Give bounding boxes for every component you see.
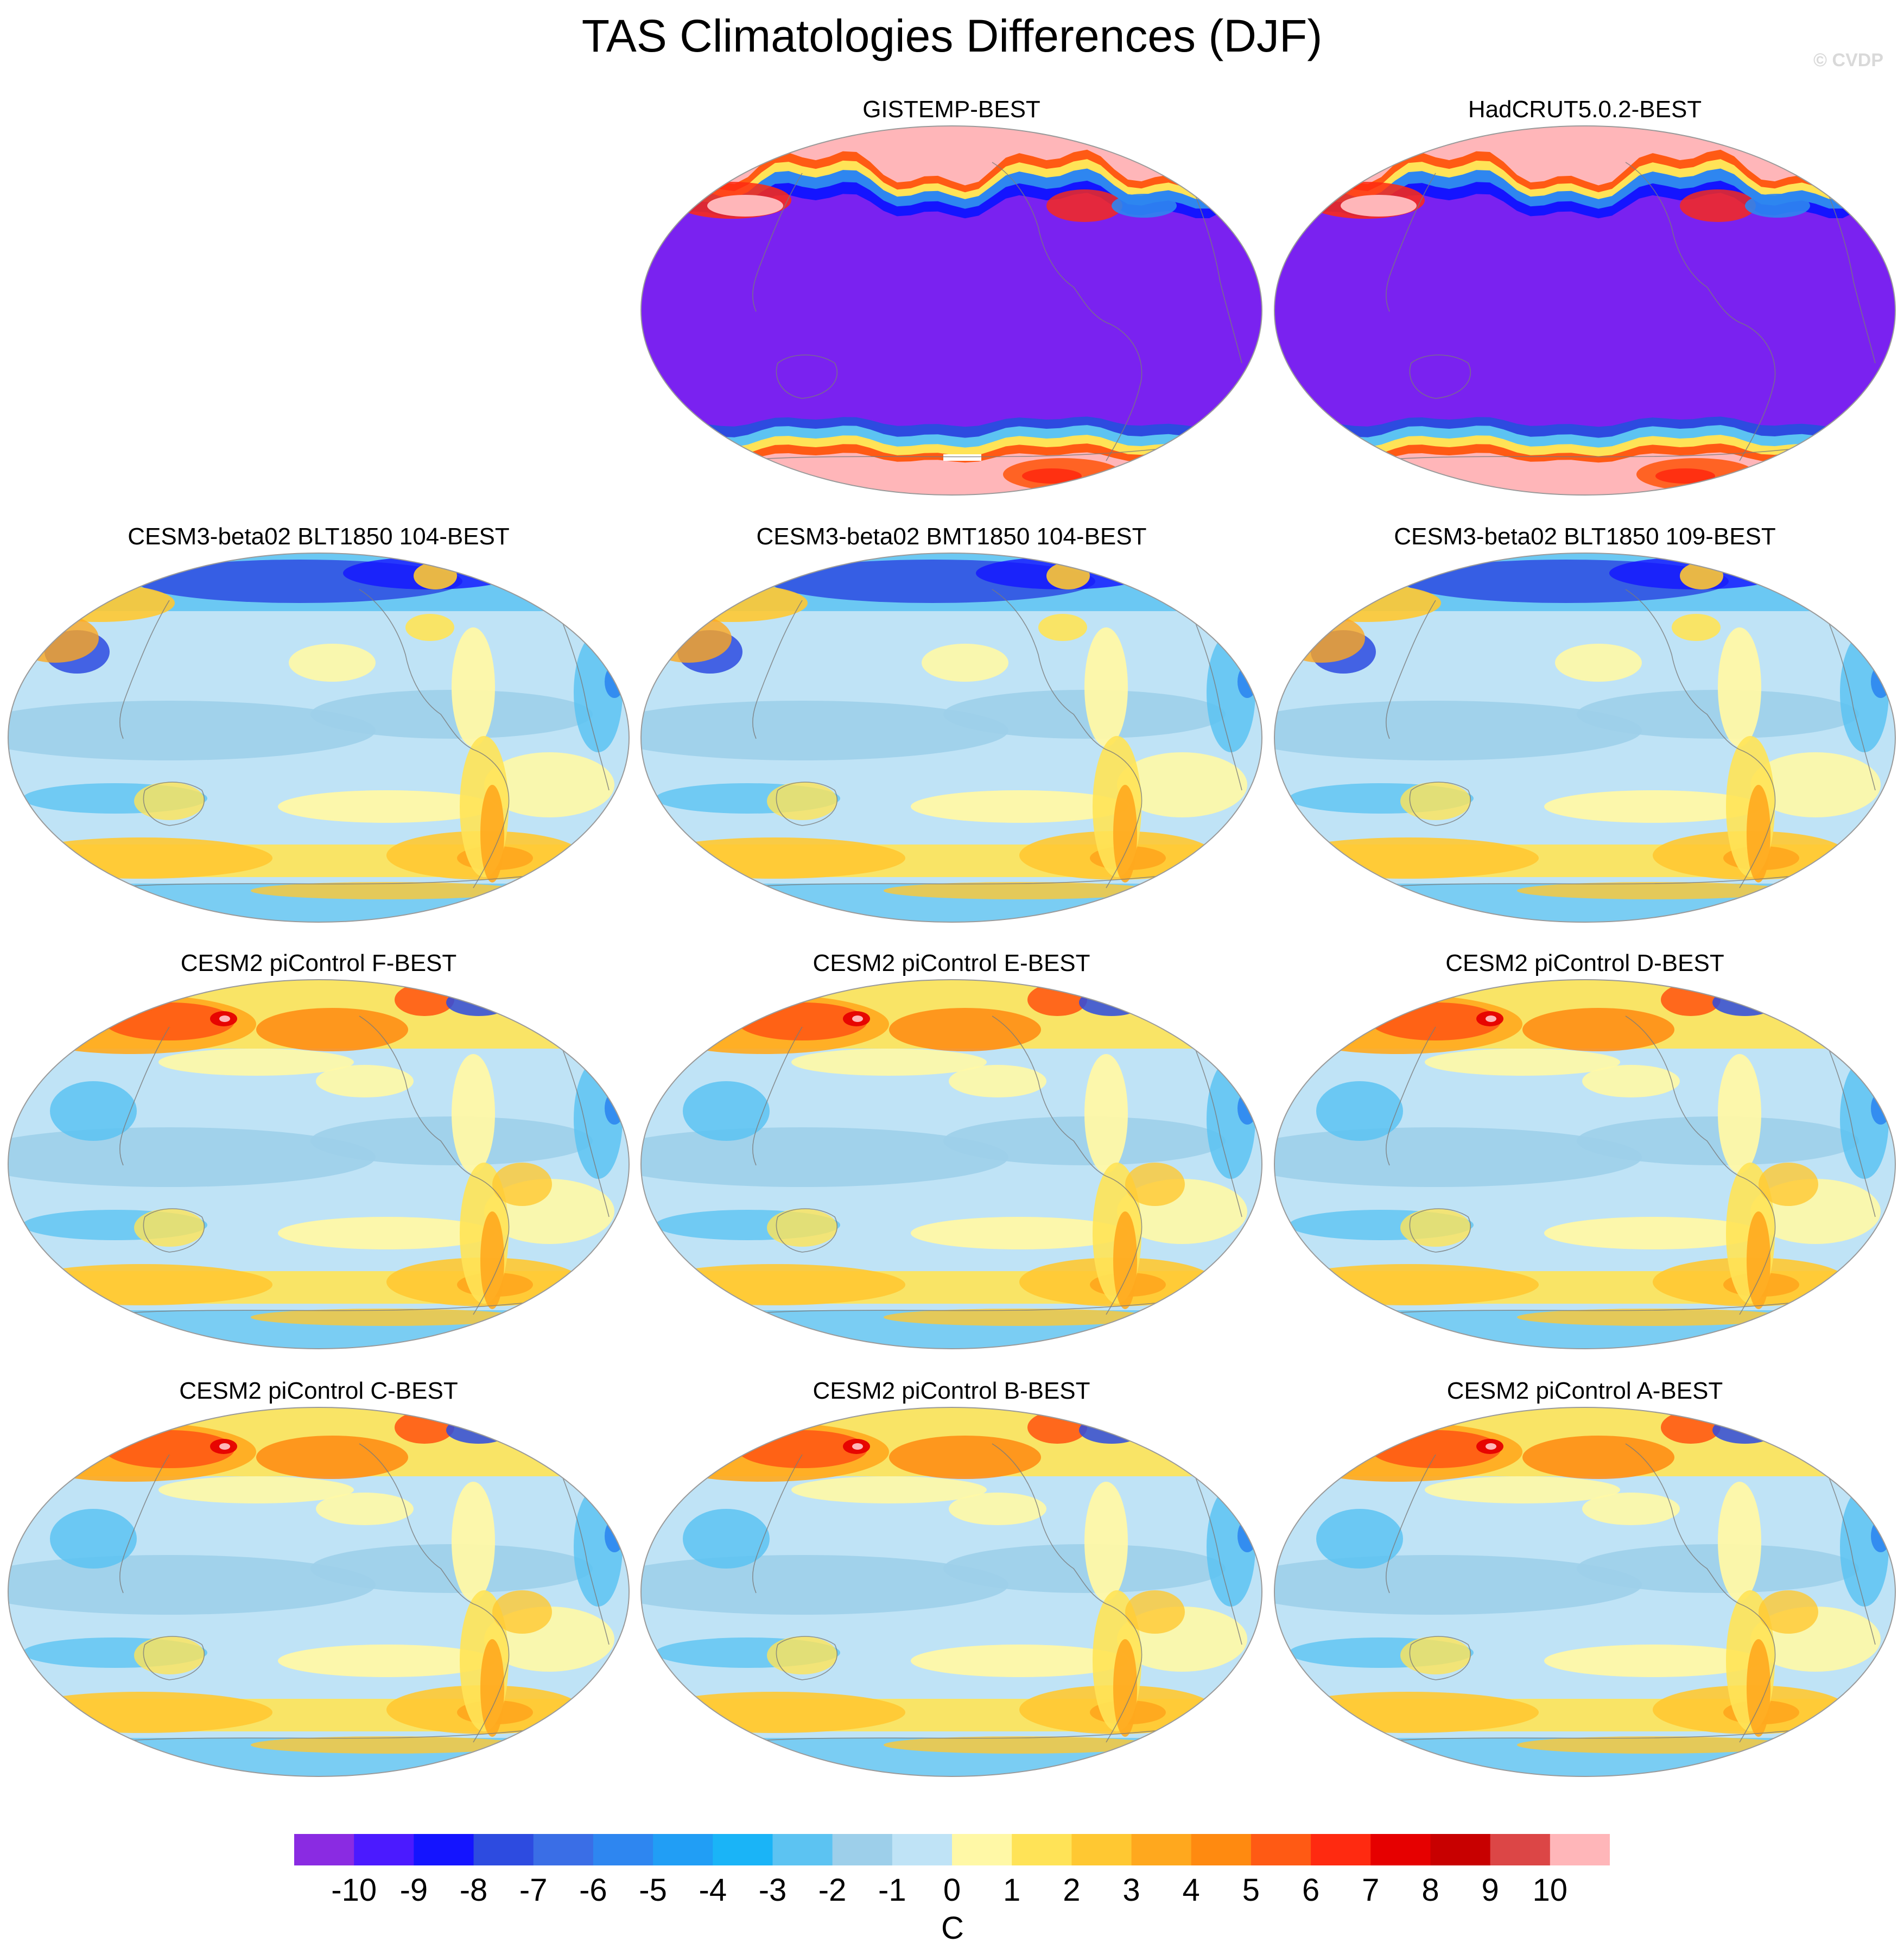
watermark: © CVDP: [1813, 50, 1883, 71]
colorbar-tick-label: -7: [519, 1873, 548, 1908]
colorbar-tick-label: 10: [1532, 1873, 1568, 1908]
colorbar-box: [1012, 1834, 1072, 1865]
colorbar-tick-label: 2: [1063, 1873, 1081, 1908]
colorbar-box: [1430, 1834, 1491, 1865]
colorbar-box: [533, 1834, 594, 1865]
colorbar-box: [354, 1834, 414, 1865]
figure-title: TAS Climatologies Differences (DJF): [581, 10, 1323, 61]
colorbar-box: [1490, 1834, 1551, 1865]
colorbar-tick-label: -1: [878, 1873, 906, 1908]
panel-title: CESM3-beta02 BLT1850 104-BEST: [128, 523, 510, 550]
map-panel-hadcrut: HadCRUT5.0.2-BEST: [1273, 95, 1897, 497]
panel-title: HadCRUT5.0.2-BEST: [1468, 96, 1702, 123]
colorbar-tick-label: 7: [1362, 1873, 1380, 1908]
colorbar-box: [294, 1834, 354, 1865]
map-gistemp: [640, 125, 1262, 496]
map-panel-gistemp: GISTEMP-BEST: [639, 95, 1264, 497]
colorbar-tick-label: -2: [818, 1873, 847, 1908]
colorbar-box: [1251, 1834, 1311, 1865]
colorbar-tick-label: 5: [1242, 1873, 1260, 1908]
map-picF: [8, 979, 630, 1349]
colorbar-unit-label: C: [941, 1910, 964, 1946]
colorbar-box: [1131, 1834, 1192, 1865]
map-panel-blt104: CESM3-beta02 BLT1850 104-BEST: [7, 522, 631, 924]
map-panel-bmt104: CESM3-beta02 BMT1850 104-BEST: [639, 522, 1264, 924]
colorbar-box: [832, 1834, 893, 1865]
panel-title: CESM3-beta02 BLT1850 109-BEST: [1394, 523, 1776, 550]
map-panel-picF: CESM2 piControl F-BEST: [7, 949, 631, 1350]
colorbar-tick-label: 8: [1421, 1873, 1439, 1908]
colorbar-box: [414, 1834, 474, 1865]
map-panel-picA: CESM2 piControl A-BEST: [1273, 1376, 1897, 1778]
colorbar-tick-label: 9: [1481, 1873, 1499, 1908]
colorbar-box: [1191, 1834, 1252, 1865]
colorbar-box: [952, 1834, 1012, 1865]
map-blt104: [8, 553, 630, 923]
colorbar: [294, 1834, 1610, 1865]
colorbar-box: [713, 1834, 773, 1865]
map-picE: [640, 979, 1262, 1349]
map-panel-picD: CESM2 piControl D-BEST: [1273, 949, 1897, 1350]
panel-title: GISTEMP-BEST: [862, 96, 1040, 123]
colorbar-tick-label: -3: [758, 1873, 787, 1908]
map-picB: [640, 1407, 1262, 1777]
map-bmt104: [640, 553, 1262, 923]
map-hadcrut: [1274, 125, 1896, 496]
colorbar-box: [1550, 1834, 1610, 1865]
colorbar-tick-label: -9: [399, 1873, 428, 1908]
colorbar-box: [1311, 1834, 1371, 1865]
colorbar-tick-label: -5: [639, 1873, 667, 1908]
map-picA: [1274, 1407, 1896, 1777]
colorbar-tick-label: 1: [1003, 1873, 1021, 1908]
colorbar-box: [892, 1834, 953, 1865]
colorbar-tick-label: -4: [699, 1873, 727, 1908]
colorbar-box: [473, 1834, 534, 1865]
colorbar-tick-label: -10: [331, 1873, 377, 1908]
map-picD: [1274, 979, 1896, 1349]
map-panel-picC: CESM2 piControl C-BEST: [7, 1376, 631, 1778]
colorbar-tick-label: 3: [1122, 1873, 1140, 1908]
map-panel-picE: CESM2 piControl E-BEST: [639, 949, 1264, 1350]
panel-title: CESM2 piControl D-BEST: [1445, 950, 1724, 976]
panel-title: CESM2 piControl F-BEST: [180, 950, 457, 976]
colorbar-box: [1071, 1834, 1132, 1865]
colorbar-tick-label: 6: [1302, 1873, 1320, 1908]
map-picC: [8, 1407, 630, 1777]
map-blt109: [1274, 553, 1896, 923]
colorbar-box: [593, 1834, 653, 1865]
panel-title: CESM2 piControl C-BEST: [179, 1378, 458, 1404]
panel-title: CESM2 piControl E-BEST: [813, 950, 1090, 976]
colorbar-box: [653, 1834, 713, 1865]
colorbar-box: [772, 1834, 833, 1865]
panel-title: CESM2 piControl A-BEST: [1446, 1378, 1723, 1404]
colorbar-tick-label: -6: [579, 1873, 607, 1908]
map-panel-picB: CESM2 piControl B-BEST: [639, 1376, 1264, 1778]
colorbar-tick-label: 4: [1182, 1873, 1200, 1908]
map-panel-blt109: CESM3-beta02 BLT1850 109-BEST: [1273, 522, 1897, 924]
colorbar-tick-label: 0: [943, 1873, 961, 1908]
colorbar-tick-label: -8: [459, 1873, 488, 1908]
panel-title: CESM2 piControl B-BEST: [813, 1378, 1090, 1404]
panel-title: CESM3-beta02 BMT1850 104-BEST: [756, 523, 1147, 550]
colorbar-box: [1370, 1834, 1431, 1865]
